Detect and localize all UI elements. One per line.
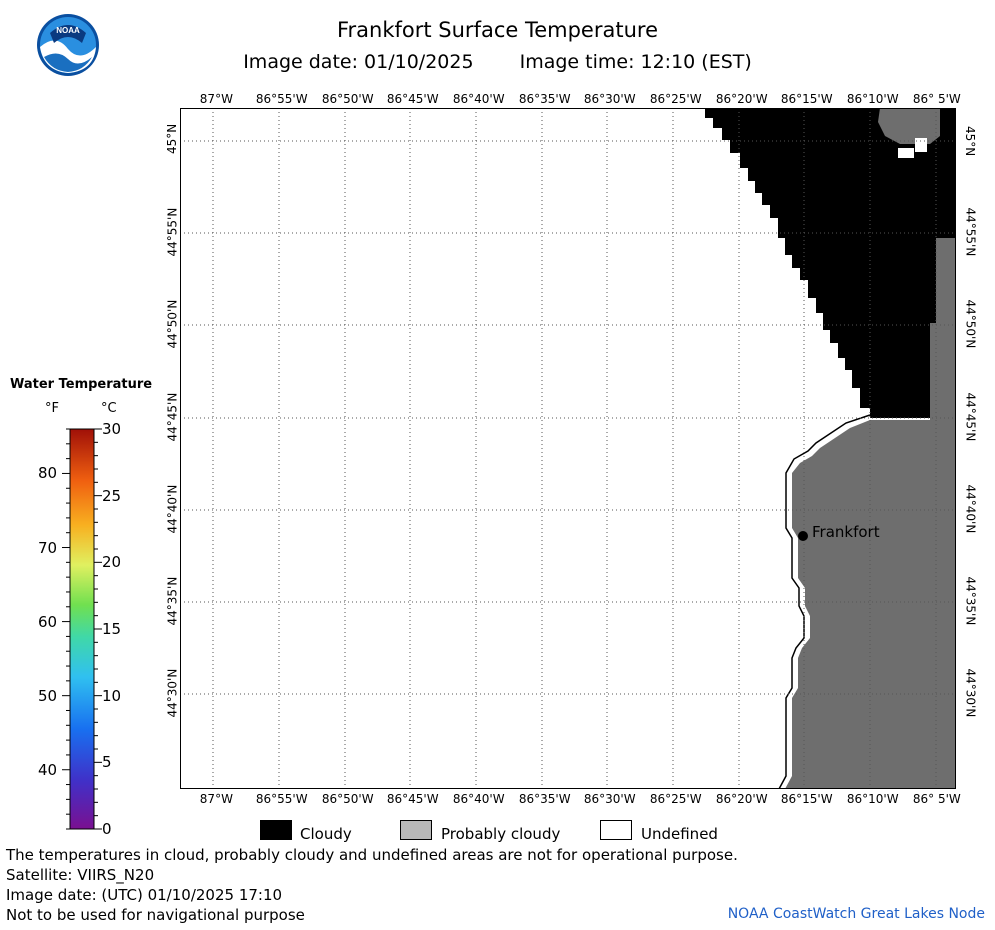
credit-link[interactable]: NOAA CoastWatch Great Lakes Node <box>727 906 985 922</box>
legend-swatch-undefined <box>600 820 632 840</box>
fahrenheit-label: 60 <box>38 612 58 631</box>
lon-label-bottom: 86°25'W <box>649 792 702 806</box>
lon-label-top: 87°W <box>199 92 233 106</box>
fahrenheit-label: 40 <box>38 760 58 779</box>
frankfort-label: Frankfort <box>812 523 880 541</box>
frankfort-marker <box>798 531 808 541</box>
lon-label-bottom: 86° 5'W <box>912 792 961 806</box>
lon-label-bottom: 86°10'W <box>846 792 899 806</box>
image-time: Image time: 12:10 (EST) <box>519 51 752 73</box>
lat-label-left: 45°N <box>165 123 179 154</box>
temperature-colorbar <box>62 428 102 830</box>
lat-label-left: 44°50'N <box>165 299 179 349</box>
celsius-label: 15 <box>102 620 122 638</box>
lon-label-bottom: 86°40'W <box>452 792 505 806</box>
lat-label-right: 44°30'N <box>963 668 977 718</box>
unit-f: °F <box>45 401 59 416</box>
celsius-label: 20 <box>102 553 122 572</box>
map-subtitle: Image date: 01/10/2025 Image time: 12:10… <box>0 51 995 73</box>
legend-label-cloudy: Cloudy <box>300 825 352 843</box>
lat-label-left: 44°40'N <box>165 484 179 534</box>
graticule <box>180 108 956 789</box>
lon-label-bottom: 86°45'W <box>386 792 439 806</box>
lon-label-top: 86°15'W <box>780 92 833 106</box>
celsius-label: 25 <box>102 486 122 505</box>
celsius-label: 30 <box>102 420 122 438</box>
unit-c: °C <box>101 401 117 416</box>
lon-label-bottom: 86°50'W <box>321 792 374 806</box>
colorbar-title: Water Temperature <box>10 377 153 392</box>
noaa-logo-icon: NOAA <box>37 14 99 76</box>
legend-label-undefined: Undefined <box>641 825 718 843</box>
lon-label-bottom: 86°35'W <box>518 792 571 806</box>
lat-label-right: 44°45'N <box>963 392 977 442</box>
lat-label-right: 45°N <box>963 126 977 157</box>
lon-label-top: 86° 5'W <box>912 92 961 106</box>
legend-swatch-cloudy <box>260 820 292 840</box>
lat-label-right: 44°35'N <box>963 576 977 626</box>
lon-label-bottom: 86°30'W <box>583 792 636 806</box>
celsius-label: 10 <box>102 686 122 705</box>
lon-label-top: 86°10'W <box>846 92 899 106</box>
temperature-map[interactable]: Frankfort <box>180 108 956 789</box>
lon-label-top: 86°50'W <box>321 92 374 106</box>
fahrenheit-label: 50 <box>38 686 58 705</box>
footer-note: The temperatures in cloud, probably clou… <box>6 846 738 864</box>
footer-nav: Not to be used for navigational purpose <box>6 906 305 924</box>
lon-label-bottom: 86°55'W <box>255 792 308 806</box>
footer-utc: Image date: (UTC) 01/10/2025 17:10 <box>6 886 283 904</box>
peninsula-area <box>878 108 940 144</box>
celsius-label: 0 <box>102 820 112 838</box>
map-frame <box>180 108 956 789</box>
fahrenheit-label: 80 <box>38 464 58 483</box>
lon-label-top: 86°40'W <box>452 92 505 106</box>
lon-label-bottom: 87°W <box>199 792 233 806</box>
lon-label-top: 86°45'W <box>386 92 439 106</box>
legend-swatch-probably-cloudy <box>400 820 432 840</box>
lat-label-left: 44°30'N <box>165 668 179 718</box>
lat-label-left: 44°55'N <box>165 207 179 257</box>
lat-label-left: 44°45'N <box>165 392 179 442</box>
lat-label-right: 44°40'N <box>963 484 977 534</box>
lat-label-left: 44°35'N <box>165 576 179 626</box>
map-title: Frankfort Surface Temperature <box>336 18 658 42</box>
lon-label-top: 86°55'W <box>255 92 308 106</box>
footer-satellite: Satellite: VIIRS_N20 <box>6 866 155 884</box>
lat-label-right: 44°55'N <box>963 207 977 257</box>
cloudy-area <box>705 108 956 418</box>
lon-label-bottom: 86°20'W <box>715 792 768 806</box>
image-date: Image date: 01/10/2025 <box>243 51 474 73</box>
celsius-label: 5 <box>102 753 112 772</box>
legend-label-probably-cloudy: Probably cloudy <box>441 825 561 843</box>
fahrenheit-label: 70 <box>38 538 58 557</box>
noaa-logo-text: NOAA <box>56 26 80 35</box>
coastline <box>780 415 871 789</box>
lon-label-top: 86°30'W <box>583 92 636 106</box>
lon-label-top: 86°20'W <box>715 92 768 106</box>
lat-label-right: 44°50'N <box>963 299 977 349</box>
lon-label-top: 86°35'W <box>518 92 571 106</box>
lon-label-top: 86°25'W <box>649 92 702 106</box>
probably-cloudy-area <box>785 238 956 789</box>
lon-label-bottom: 86°15'W <box>780 792 833 806</box>
